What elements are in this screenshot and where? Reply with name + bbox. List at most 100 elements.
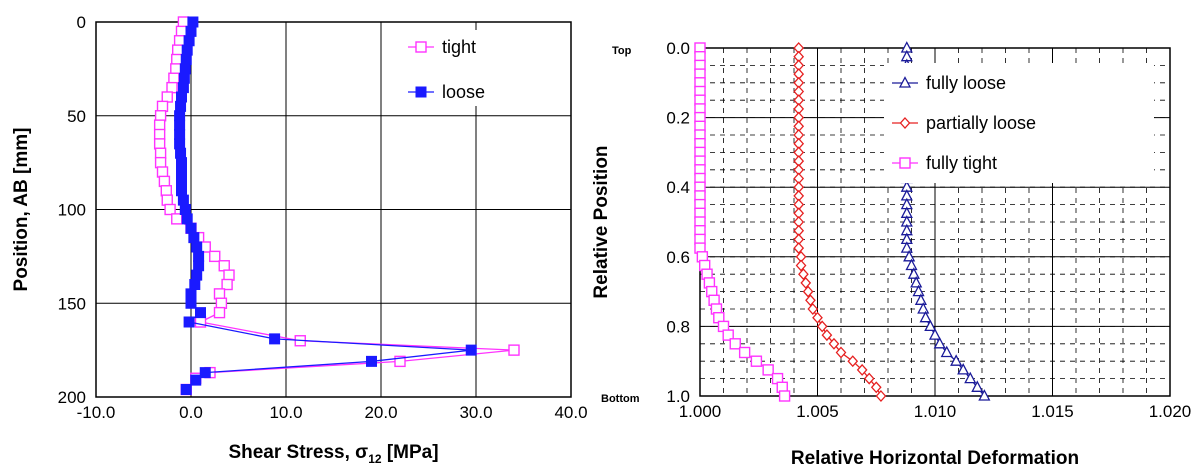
data-point bbox=[195, 307, 206, 319]
data-point bbox=[933, 336, 946, 349]
data-point bbox=[185, 25, 197, 37]
legend-marker bbox=[898, 76, 912, 88]
y-tick-label: 0.8 bbox=[666, 317, 690, 336]
right-ticks: 1.000 1.005 1.010 1.015 1.020 0.0 0.2 0.4 0.6 0.8… bbox=[666, 39, 1191, 421]
data-point bbox=[174, 138, 186, 150]
data-point bbox=[957, 363, 970, 375]
data-point bbox=[856, 363, 868, 376]
y-tick-label: 0.6 bbox=[666, 248, 690, 267]
data-point bbox=[176, 91, 187, 103]
series-tight bbox=[153, 16, 520, 396]
data-point bbox=[176, 157, 187, 169]
data-point bbox=[181, 213, 193, 225]
data-point bbox=[173, 35, 186, 47]
y-tick-label: 1.0 bbox=[666, 387, 690, 406]
data-point bbox=[174, 110, 186, 122]
data-point bbox=[177, 194, 189, 206]
x-title-unit: [MPa] bbox=[382, 442, 439, 463]
data-point bbox=[816, 320, 828, 333]
data-point bbox=[366, 355, 377, 367]
x-tick-label: 1.020 bbox=[1149, 402, 1192, 421]
data-point bbox=[835, 346, 847, 359]
data-point bbox=[168, 72, 180, 84]
data-point bbox=[164, 203, 176, 216]
data-point bbox=[178, 72, 190, 84]
series-loose bbox=[174, 16, 477, 395]
data-point bbox=[185, 288, 197, 300]
deformation-chart: 1.000 1.005 1.010 1.015 1.020 0.0 0.2 0.4 0.6 0.8… bbox=[591, 39, 1191, 469]
legend-marker bbox=[415, 86, 427, 98]
data-point bbox=[189, 279, 201, 290]
data-point bbox=[190, 374, 202, 386]
legend-marker bbox=[415, 41, 427, 53]
legend-label: loose bbox=[442, 82, 485, 102]
legend-label: fully loose bbox=[926, 73, 1006, 93]
data-point bbox=[154, 110, 167, 122]
data-point bbox=[223, 269, 235, 281]
data-point bbox=[870, 381, 882, 394]
data-point bbox=[924, 319, 937, 332]
legend-item: tight bbox=[408, 37, 476, 57]
data-point bbox=[180, 384, 192, 395]
data-point bbox=[185, 297, 197, 309]
x-tick-label: 30.0 bbox=[459, 403, 492, 422]
data-point bbox=[174, 119, 186, 131]
y-tick-label: 200 bbox=[58, 388, 86, 407]
data-point bbox=[183, 35, 195, 47]
x-tick-label: 1.010 bbox=[914, 402, 957, 421]
data-point bbox=[875, 390, 887, 402]
legend-label: fully tight bbox=[926, 153, 997, 173]
data-point bbox=[176, 175, 187, 187]
data-point bbox=[917, 302, 930, 314]
data-point bbox=[907, 267, 920, 279]
y-tick-label: 0.0 bbox=[666, 39, 690, 58]
data-point bbox=[912, 284, 925, 297]
data-point bbox=[175, 147, 187, 159]
data-point bbox=[928, 328, 942, 340]
data-point bbox=[795, 259, 807, 272]
y-axis-top-label: Top bbox=[612, 45, 632, 57]
legend-label: tight bbox=[442, 37, 476, 57]
data-point bbox=[213, 288, 226, 300]
data-point bbox=[218, 260, 230, 272]
data-point bbox=[177, 16, 190, 28]
x-tick-label: 10.0 bbox=[269, 403, 302, 422]
x-tick-label: 1.005 bbox=[796, 402, 839, 421]
data-point bbox=[762, 364, 774, 376]
right-y-axis-title: Relative Position bbox=[591, 145, 612, 298]
legend-item: partially loose bbox=[892, 113, 1036, 133]
legend-item: fully loose bbox=[892, 73, 1006, 93]
data-point bbox=[183, 316, 195, 328]
left-legend: tight loose bbox=[400, 30, 565, 106]
legend-marker bbox=[899, 117, 911, 129]
right-legend: fully loose partially loose fully tight bbox=[884, 63, 1154, 183]
data-point bbox=[964, 371, 977, 384]
data-point bbox=[750, 355, 763, 367]
x-title-main: Shear Stress, σ bbox=[228, 442, 368, 463]
data-point bbox=[910, 276, 923, 288]
data-point bbox=[171, 44, 184, 56]
data-point bbox=[914, 293, 927, 305]
data-point bbox=[221, 278, 233, 291]
data-point bbox=[156, 100, 169, 113]
legend-box bbox=[400, 30, 565, 106]
data-point bbox=[154, 156, 167, 169]
data-point bbox=[465, 344, 477, 356]
series-fully-tight bbox=[694, 42, 791, 402]
data-point bbox=[180, 54, 192, 65]
data-point bbox=[900, 241, 913, 253]
data-point bbox=[971, 380, 984, 392]
data-point bbox=[213, 306, 226, 319]
data-point bbox=[171, 213, 183, 225]
left-series bbox=[153, 16, 520, 396]
data-point bbox=[161, 91, 173, 103]
y-tick-label: 150 bbox=[58, 294, 86, 313]
y-tick-label: 0.4 bbox=[666, 178, 690, 197]
x-tick-label: 1.000 bbox=[679, 402, 722, 421]
data-point bbox=[903, 249, 916, 262]
x-tick-label: 0.0 bbox=[179, 403, 203, 422]
data-point bbox=[156, 166, 169, 178]
data-point bbox=[722, 329, 734, 341]
data-point bbox=[160, 185, 173, 197]
